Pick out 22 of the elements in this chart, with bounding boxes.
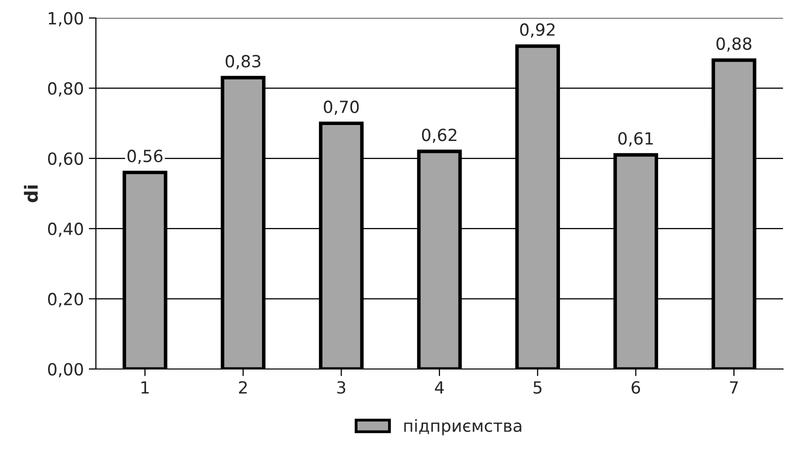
y-tick-label: 1,00 — [48, 12, 83, 26]
data-label: 0,62 — [422, 128, 456, 143]
data-label: 0,83 — [226, 54, 260, 70]
legend-label: підприємства — [404, 419, 522, 436]
y-tick-label: 0,20 — [48, 292, 83, 308]
data-label: 0,70 — [324, 100, 359, 115]
data-label: 0,88 — [716, 37, 752, 52]
data-label: 0,92 — [520, 23, 554, 38]
data-label: 0,56 — [128, 150, 162, 164]
x-tick-label: 7 — [730, 381, 738, 394]
y-tick-label: 0,00 — [48, 362, 83, 378]
x-tick-label: 1 — [141, 381, 149, 394]
y-tick-label: 0,80 — [48, 82, 83, 96]
x-tick-label: 2 — [239, 381, 247, 394]
y-tick-label: 0,40 — [48, 222, 83, 237]
y-tick-label: 0,60 — [48, 152, 83, 167]
data-label: 0,61 — [618, 132, 653, 146]
x-tick-label: 6 — [632, 381, 640, 394]
x-tick-label: 5 — [534, 381, 542, 394]
x-tick-label: 4 — [434, 381, 444, 394]
y-axis-title: di — [24, 185, 38, 202]
x-tick-label: 3 — [337, 381, 346, 394]
